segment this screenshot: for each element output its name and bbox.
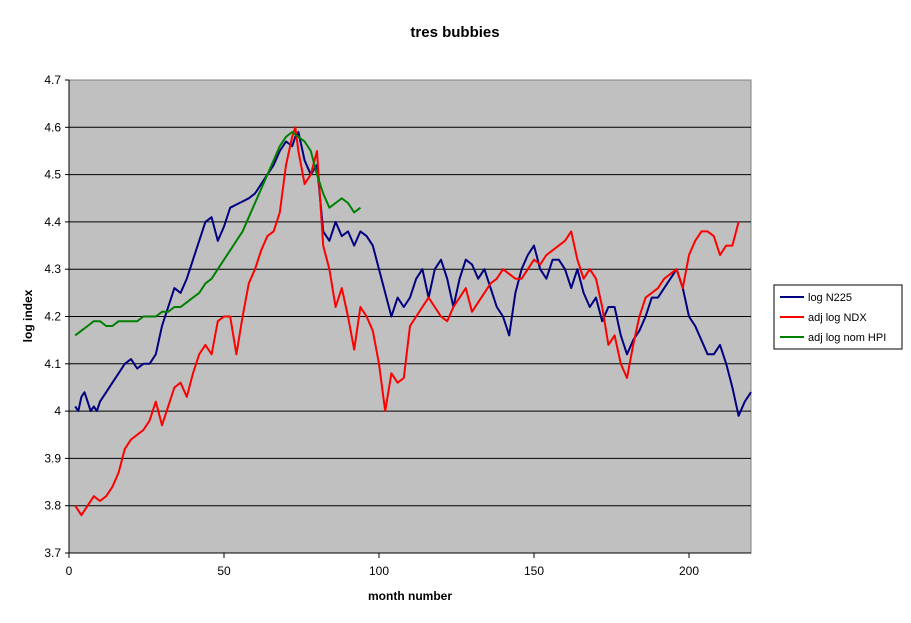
x-tick-label: 200 <box>679 564 699 578</box>
series-line-2 <box>74 126 740 517</box>
x-tick-label: 100 <box>369 564 389 578</box>
chart-title: tres bubbies <box>410 24 499 41</box>
series-line-3 <box>74 131 362 337</box>
y-tick-label: 3.7 <box>44 546 61 560</box>
x-tick-label: 0 <box>66 564 73 578</box>
legend-label-1: log N225 <box>808 292 852 304</box>
grid-lines <box>69 126 751 507</box>
y-axis-title: log index <box>21 289 35 342</box>
legend-label-3: adj log nom HPI <box>808 332 886 344</box>
y-tick-label: 4 <box>54 404 61 418</box>
y-tick-label: 3.9 <box>44 451 61 465</box>
series-lines <box>74 126 752 517</box>
y-axis: 3.7 3.8 3.9 4 4.1 4.2 4.3 4.4 4.5 4.6 4.7 <box>44 73 70 560</box>
legend: log N225 adj log NDX adj log nom HPI <box>773 284 903 350</box>
x-tick-label: 150 <box>524 564 544 578</box>
x-axis-title: month number <box>368 589 452 603</box>
y-tick-label: 4.4 <box>44 215 61 229</box>
y-tick-label: 4.5 <box>44 168 61 182</box>
y-tick-label: 4.7 <box>44 73 61 87</box>
y-tick-label: 3.8 <box>44 499 61 513</box>
y-tick-label: 4.6 <box>44 120 61 134</box>
x-tick-label: 50 <box>217 564 231 578</box>
legend-label-2: adj log NDX <box>808 312 867 324</box>
y-tick-label: 4.3 <box>44 262 61 276</box>
x-axis: 0 50 100 150 200 <box>66 552 751 578</box>
y-tick-label: 4.2 <box>44 310 61 324</box>
y-tick-label: 4.1 <box>44 357 61 371</box>
